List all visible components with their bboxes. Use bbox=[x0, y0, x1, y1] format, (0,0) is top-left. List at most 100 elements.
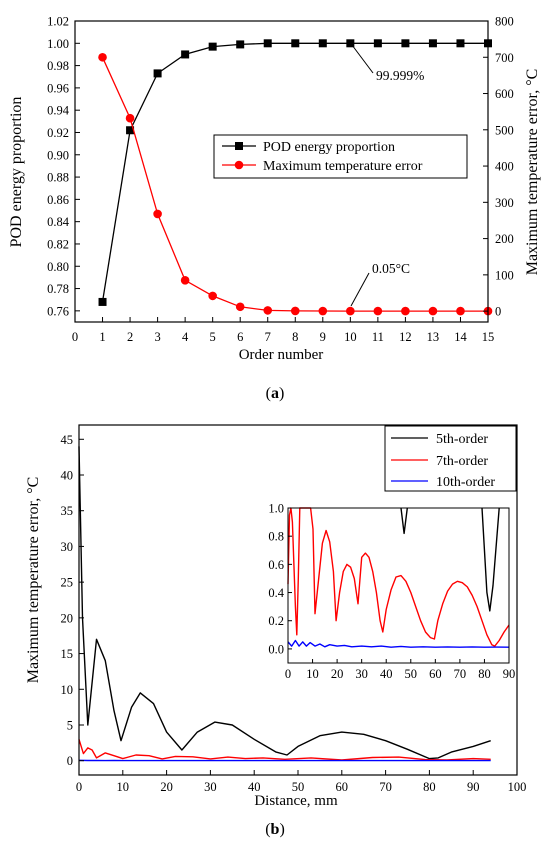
chart-b-x-label: Distance, mm bbox=[254, 793, 338, 809]
chart-a-x-label: Order number bbox=[239, 347, 324, 363]
x-tick-label: 1 bbox=[99, 330, 105, 344]
annotation-005c: 0.05°C bbox=[372, 261, 410, 276]
temp-error-point bbox=[153, 209, 162, 219]
chart-a-legend-box bbox=[213, 134, 468, 179]
chart-b-y-label: Maximum temperature error, °C bbox=[25, 477, 42, 684]
inset-x-tick-label: 50 bbox=[405, 667, 418, 681]
inset-x-tick-label: 30 bbox=[355, 667, 368, 681]
pod-point bbox=[291, 39, 300, 48]
chart-a-y-right-label: Maximum temperature error, °C bbox=[524, 69, 541, 276]
y-right-tick-label: 300 bbox=[495, 196, 514, 210]
y-left-tick-label: 0.96 bbox=[47, 81, 69, 95]
inset-x-tick-label: 10 bbox=[306, 667, 319, 681]
x-tick-label: 13 bbox=[427, 330, 440, 344]
x-tick-label: 30 bbox=[204, 780, 217, 794]
y-right-tick-label: 800 bbox=[495, 15, 514, 29]
pod-point bbox=[236, 40, 245, 49]
chart-a-plot-layer bbox=[98, 39, 493, 316]
temp-error-point bbox=[318, 306, 328, 316]
temp-error-point bbox=[180, 275, 190, 285]
chart-b-inset-background bbox=[288, 508, 509, 663]
y-tick-label: 10 bbox=[61, 683, 74, 697]
chart-b-inset-ticks: 0 10 20 30 40 50 60 70 80 90 0.0 0.2 0.4 0.6 0.8 1.0 bbox=[268, 502, 515, 682]
y-left-tick-label: 0.76 bbox=[47, 304, 69, 318]
chart-b-legend: 5th-order 7th-order 10th-order bbox=[384, 425, 517, 492]
temp-error-point bbox=[235, 302, 245, 312]
temp-error-point bbox=[290, 306, 300, 316]
x-tick-label: 50 bbox=[292, 780, 305, 794]
chart-a-legend: POD energy proportion Maximum temperatur… bbox=[213, 134, 468, 179]
x-tick-label: 7 bbox=[265, 330, 271, 344]
y-tick-label: 0 bbox=[67, 754, 73, 768]
inset-x-tick-label: 70 bbox=[454, 667, 467, 681]
x-tick-label: 2 bbox=[127, 330, 133, 344]
x-tick-label: 40 bbox=[248, 780, 261, 794]
inset-x-tick-label: 0 bbox=[285, 667, 291, 681]
inset-series-5th-order-line bbox=[481, 507, 500, 612]
pod-point bbox=[126, 126, 135, 135]
y-left-tick-label: 0.98 bbox=[47, 59, 69, 73]
x-tick-label: 0 bbox=[72, 330, 78, 344]
x-tick-label: 15 bbox=[482, 330, 495, 344]
chart-b: 0 10 20 30 40 50 60 70 80 90 100051015202530354045… bbox=[25, 424, 527, 838]
inset-x-tick-label: 90 bbox=[503, 667, 516, 681]
temp-error-point bbox=[208, 291, 217, 301]
annotation-99999-arrow bbox=[351, 44, 374, 74]
y-tick-label: 45 bbox=[61, 433, 74, 447]
pod-point bbox=[373, 39, 382, 48]
x-tick-label: 60 bbox=[336, 780, 349, 794]
y-tick-label: 35 bbox=[61, 504, 74, 518]
pod-point bbox=[318, 39, 327, 48]
inset-y-tick-label: 0.2 bbox=[268, 614, 284, 628]
inset-y-tick-label: 0.4 bbox=[268, 586, 284, 600]
y-right-tick-label: 500 bbox=[495, 123, 514, 137]
temp-error-point bbox=[401, 306, 410, 316]
temp-error-point bbox=[428, 306, 438, 316]
x-tick-label: 3 bbox=[154, 330, 160, 344]
panel-b-caption: (b) bbox=[265, 821, 285, 838]
chart-b-legend-box bbox=[384, 425, 517, 492]
inset-x-tick-label: 40 bbox=[380, 667, 393, 681]
panel-b-caption-letter: b bbox=[271, 821, 280, 838]
x-tick-label: 8 bbox=[292, 330, 298, 344]
inset-y-tick-label: 1.0 bbox=[268, 502, 284, 516]
pod-point bbox=[401, 39, 410, 48]
pod-point bbox=[153, 69, 162, 78]
annotation-99999: 99.999% bbox=[376, 68, 424, 83]
y-tick-label: 30 bbox=[61, 540, 74, 554]
x-tick-label: 5 bbox=[210, 330, 216, 344]
x-tick-label: 70 bbox=[379, 780, 392, 794]
x-tick-label: 0 bbox=[76, 780, 82, 794]
temp-error-point bbox=[456, 306, 465, 316]
pod-point bbox=[208, 42, 217, 51]
legend-pod-marker bbox=[235, 142, 243, 150]
pod-point bbox=[346, 39, 355, 48]
y-left-tick-label: 0.82 bbox=[47, 237, 69, 251]
x-tick-label: 20 bbox=[160, 780, 173, 794]
y-left-tick-label: 0.86 bbox=[47, 193, 69, 207]
inset-y-tick-label: 0.6 bbox=[268, 558, 284, 572]
annotation-005c-arrow bbox=[350, 272, 370, 307]
inset-x-tick-label: 60 bbox=[429, 667, 442, 681]
y-right-tick-label: 200 bbox=[495, 232, 514, 246]
chart-a-ticks: 0 1 2 3 4 5 6 7 8 9 10 11 12 13 14 150.760.780.800.820.… bbox=[47, 15, 514, 345]
y-tick-label: 20 bbox=[61, 611, 74, 625]
y-tick-label: 5 bbox=[67, 719, 73, 733]
inset-y-tick-label: 0.8 bbox=[268, 530, 284, 544]
y-right-tick-label: 400 bbox=[495, 160, 514, 174]
inset-x-tick-label: 20 bbox=[331, 667, 344, 681]
panel-a-caption-letter: a bbox=[271, 385, 279, 402]
x-tick-label: 9 bbox=[320, 330, 326, 344]
x-tick-label: 100 bbox=[508, 780, 527, 794]
x-tick-label: 80 bbox=[423, 780, 436, 794]
legend-temp-label: Maximum temperature error bbox=[263, 159, 423, 174]
y-left-tick-label: 1.02 bbox=[47, 15, 69, 29]
y-right-tick-label: 100 bbox=[495, 268, 514, 282]
inset-series-5th-order-line bbox=[400, 507, 408, 535]
y-left-tick-label: 0.78 bbox=[47, 282, 69, 296]
y-right-tick-label: 700 bbox=[495, 51, 514, 65]
y-tick-label: 40 bbox=[61, 469, 74, 483]
pod-point bbox=[181, 50, 190, 59]
chart-a-y-left-label: POD energy proportion bbox=[8, 97, 25, 248]
